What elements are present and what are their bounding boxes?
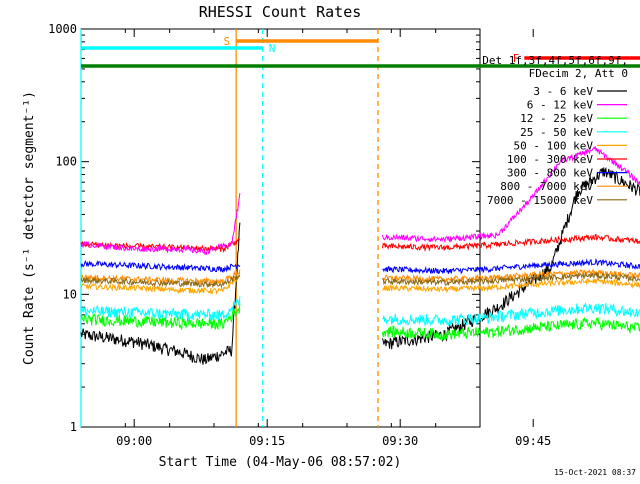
legend-entry-label: 100 - 300 keV: [507, 153, 593, 166]
plot-frame: [80, 28, 481, 428]
legend-entry-label: 800 - 7000 keV: [500, 180, 593, 193]
legend-header-line-1: Det 1f,3f,4f,5f,6f,9f,: [482, 54, 628, 67]
x-tick-label: 09:45: [515, 434, 551, 448]
series-lines: [80, 146, 640, 365]
series-line: [80, 146, 640, 256]
x-tick-label: 09:30: [382, 434, 418, 448]
legend-entry-label: 3 - 6 keV: [533, 85, 593, 98]
flag-label: F: [513, 52, 520, 65]
x-tick-label: 09:00: [116, 434, 152, 448]
legend-entry-label: 25 - 50 keV: [520, 126, 593, 139]
y-tick-label: 100: [55, 155, 77, 169]
legend-header-line-2: FDecim 2, Att 0: [529, 67, 628, 80]
y-tick-label: 1: [70, 420, 77, 434]
x-axis-label: Start Time (04-May-06 08:57:02): [159, 455, 402, 470]
y-tick-label: 10: [63, 287, 77, 301]
legend-entry-label: 7000 - 15000 keV: [487, 194, 593, 207]
axis-ticks: 09:0009:1509:3009:4510:0010:1510:3011010…: [48, 22, 551, 448]
timestamp: 15-Oct-2021 08:37: [554, 468, 636, 477]
series-line: [80, 303, 640, 342]
y-tick-label: 1000: [48, 22, 77, 36]
legend-entry-label: 6 - 12 keV: [527, 99, 594, 112]
flag-bars: SNFRD0RD6: [81, 35, 640, 68]
flag-label: S: [224, 35, 231, 48]
y-axis-label: Count Rate (s⁻¹ detector segment⁻¹): [22, 91, 37, 365]
legend-entry-label: 300 - 800 keV: [507, 167, 593, 180]
x-tick-label: 09:15: [249, 434, 285, 448]
series-line: [80, 296, 640, 327]
series-line: [80, 272, 640, 295]
legend: Det 1f,3f,4f,5f,6f,9f, FDecim 2, Att 0 3…: [482, 54, 628, 207]
legend-entry-label: 12 - 25 keV: [520, 112, 593, 125]
series-line: [80, 257, 640, 275]
legend-entry-label: 50 - 100 keV: [514, 139, 594, 152]
flag-label: N: [269, 42, 276, 55]
event-vertical-lines: [80, 29, 379, 427]
chart-title: RHESSI Count Rates: [199, 3, 362, 21]
series-line: [80, 271, 640, 289]
